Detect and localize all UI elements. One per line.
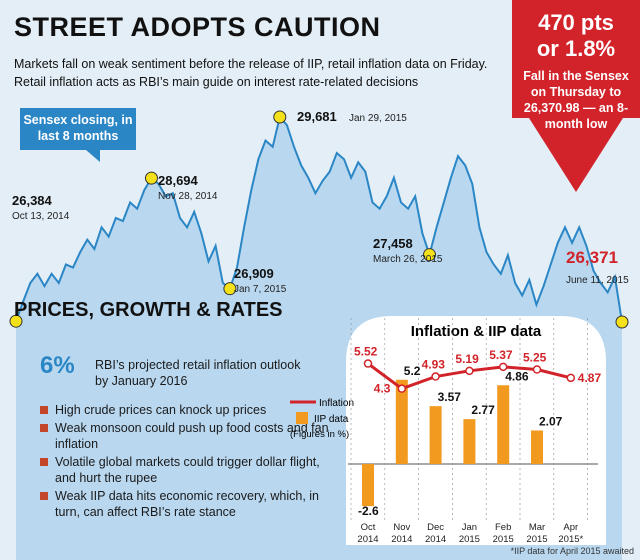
- inflation-value-label: 5.37: [489, 348, 513, 362]
- inflation-point: [566, 373, 576, 383]
- iip-category-label: 2015*: [558, 534, 583, 545]
- sensex-value-label: 26,909: [234, 266, 274, 281]
- legend-note: (Figures in %): [290, 429, 349, 440]
- inflation-point: [363, 359, 373, 368]
- sensex-fall-callout: [512, 0, 640, 192]
- sensex-date-label: March 26, 2015: [373, 254, 443, 265]
- sensex-date-label: Jan 29, 2015: [349, 113, 407, 124]
- sensex-marker: [423, 248, 437, 262]
- sensex-marker: [223, 282, 237, 296]
- legend-iip-label: IIP data: [314, 414, 349, 425]
- iip-category-label: Nov: [393, 522, 410, 533]
- inflation-value-label: 4.87: [578, 371, 602, 385]
- inflation-value-label: 5.25: [523, 351, 547, 365]
- iip-category-label: 2014: [391, 534, 412, 545]
- risk-item: High crude prices can knock up prices: [40, 402, 340, 418]
- inflation-point: [431, 372, 440, 381]
- risk-list: High crude prices can knock up prices We…: [40, 402, 340, 522]
- sensex-date-label: Jan 7, 2015: [234, 284, 287, 295]
- legend-inflation-label: Inflation: [319, 398, 354, 409]
- iip-value-label: 5.2: [404, 364, 421, 378]
- iip-category-label: Mar: [529, 522, 545, 533]
- risk-item: Weak monsoon could push up food costs an…: [40, 420, 340, 452]
- iip-bar: [463, 419, 476, 464]
- iip-panel-bg: [346, 316, 606, 545]
- sensex-value-label: 28,694: [158, 173, 199, 188]
- iip-bar: [497, 385, 510, 464]
- inflation-value-label: 4.93: [422, 358, 446, 372]
- iip-category-label: Dec: [427, 522, 444, 533]
- sensex-label-text: Sensex closing, in last 8 months: [23, 113, 133, 143]
- inflation-value-label: 4.3: [374, 382, 391, 396]
- sensex-marker: [144, 171, 158, 185]
- inflation-point: [532, 365, 542, 374]
- page-title: STREET ADOPTS CAUTION: [14, 12, 381, 42]
- iip-chart-title: Inflation & IIP data: [411, 323, 542, 340]
- iip-value-label: -2.6: [358, 504, 379, 518]
- iip-category-label: 2015: [459, 534, 480, 545]
- sensex-date-label: Oct 13, 2014: [12, 211, 70, 222]
- iip-value-label: 2.77: [471, 403, 495, 417]
- prices-heading: PRICES, GROWTH & RATES: [14, 299, 283, 321]
- callout-headline-line2: or 1.8%: [536, 36, 616, 61]
- iip-value-label: 3.57: [438, 390, 462, 404]
- page-subtitle: Markets fall on weak sentiment before th…: [14, 57, 488, 89]
- sensex-marker: [273, 110, 287, 124]
- iip-category-label: Feb: [495, 522, 511, 533]
- bullet-square-icon: [40, 492, 48, 500]
- sensex-value-label: 27,458: [373, 236, 413, 251]
- legend-iip-swatch: [296, 412, 308, 424]
- iip-category-label: Jan: [462, 522, 477, 533]
- sensex-value-label: 26,371: [566, 248, 618, 267]
- inflation-value-label: 5.19: [455, 352, 479, 366]
- sensex-date-label: Nov 28, 2014: [158, 191, 218, 202]
- iip-category-label: 2014: [425, 534, 446, 545]
- bullet-square-icon: [40, 406, 48, 414]
- sensex-value-label: 29,681: [297, 109, 337, 124]
- callout-text: Fall in the Sensex on Thursday to 26,370…: [523, 69, 629, 131]
- iip-value-label: 4.86: [505, 369, 529, 383]
- iip-value-label: 2.07: [539, 414, 563, 428]
- iip-category-label: 2015: [493, 534, 514, 545]
- sensex-label-box-bg: [20, 108, 136, 150]
- inflation-point: [498, 362, 508, 372]
- sensex-marker: [615, 315, 629, 329]
- inflation-point: [397, 384, 407, 393]
- iip-bar: [362, 464, 374, 507]
- iip-bar: [531, 430, 543, 464]
- bullet-square-icon: [40, 424, 48, 432]
- sensex-marker: [9, 314, 23, 328]
- iip-category-label: 2014: [357, 534, 378, 545]
- risk-item: Weak IIP data hits economic recovery, wh…: [40, 488, 340, 520]
- iip-bar: [429, 406, 442, 464]
- callout-arrow-shape: [512, 0, 640, 192]
- callout-headline-line1: 470 pts: [538, 10, 614, 35]
- inflation-outlook-value: 6%: [40, 352, 75, 379]
- inflation-point: [465, 366, 474, 376]
- sensex-date-label: June 11, 2015: [566, 275, 629, 286]
- iip-bar: [395, 379, 408, 464]
- iip-category-label: 2015: [526, 534, 547, 545]
- sensex-value-label: 26,384: [12, 193, 53, 208]
- iip-category-label: Oct: [361, 522, 376, 533]
- bullet-square-icon: [40, 458, 48, 466]
- risk-item: Volatile global markets could trigger do…: [40, 454, 340, 486]
- sensex-label-box-tail: [86, 150, 100, 162]
- iip-category-label: Apr: [563, 522, 578, 533]
- footnote: *IIP data for April 2015 awaited: [510, 546, 634, 556]
- inflation-outlook-text: RBI’s projected retail inflation outlook…: [95, 358, 301, 388]
- inflation-value-label: 5.52: [354, 345, 378, 359]
- sensex-line: [15, 114, 623, 323]
